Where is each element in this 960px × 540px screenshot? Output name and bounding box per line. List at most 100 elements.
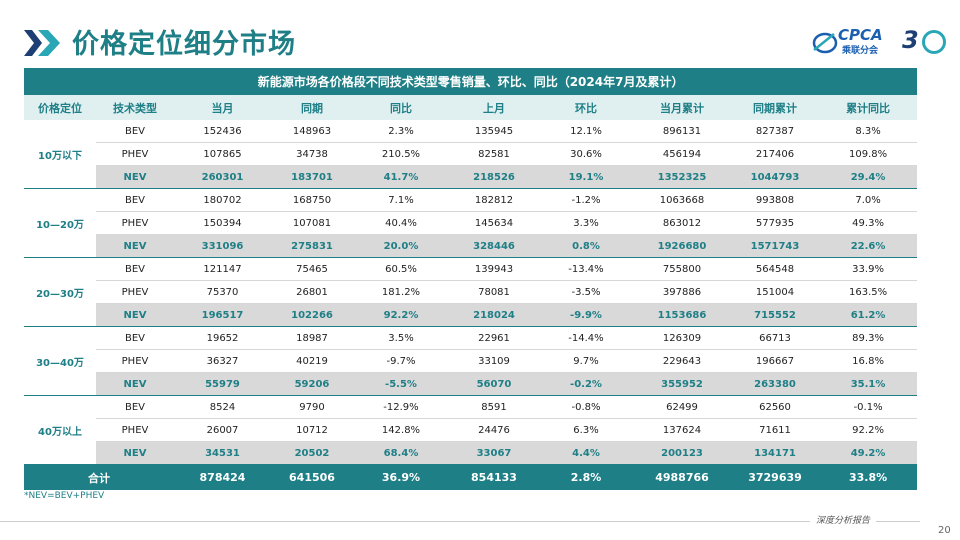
value-cell: -0.2%	[539, 372, 633, 396]
value-cell: 151004	[731, 280, 819, 304]
tech-type-cell: BEV	[96, 326, 174, 350]
value-cell: 92.2%	[819, 418, 918, 442]
value-cell: -9.7%	[353, 349, 449, 373]
value-cell: 715552	[731, 303, 819, 327]
value-cell: 56070	[449, 372, 539, 396]
value-cell: 89.3%	[819, 326, 918, 350]
table-row: NEV 260301 183701 41.7% 218526 19.1% 1352325 10…	[24, 165, 918, 189]
table-row: NEV 55979 59206 -5.5% 56070 -0.2% 355952 263380…	[24, 372, 918, 396]
value-cell: 993808	[731, 188, 819, 212]
tech-type-cell: PHEV	[96, 211, 174, 235]
value-cell: 200123	[633, 441, 731, 465]
total-value-cell: 641506	[271, 464, 353, 490]
value-cell: 75465	[271, 257, 353, 281]
value-cell: 68.4%	[353, 441, 449, 465]
value-cell: 109.8%	[819, 142, 918, 166]
value-cell: 1571743	[731, 234, 819, 258]
price-segment-label: 30—40万	[24, 326, 96, 396]
value-cell: 196517	[174, 303, 271, 327]
tech-type-cell: NEV	[96, 234, 174, 258]
value-cell: 397886	[633, 280, 731, 304]
value-cell: 8591	[449, 395, 539, 419]
value-cell: 863012	[633, 211, 731, 235]
value-cell: 126309	[633, 326, 731, 350]
value-cell: 150394	[174, 211, 271, 235]
footnote: *NEV=BEV+PHEV	[24, 491, 105, 501]
total-value-cell: 854133	[449, 464, 539, 490]
value-cell: 3.3%	[539, 211, 633, 235]
logo-sub: 乘联分会	[842, 46, 879, 56]
value-cell: 275831	[271, 234, 353, 258]
value-cell: -5.5%	[353, 372, 449, 396]
tech-type-cell: BEV	[96, 188, 174, 212]
value-cell: 139943	[449, 257, 539, 281]
value-cell: 107081	[271, 211, 353, 235]
swoosh-icon	[812, 32, 838, 54]
total-value-cell: 36.9%	[353, 464, 449, 490]
value-cell: 59206	[271, 372, 353, 396]
anniversary-badge: 3	[902, 26, 946, 58]
value-cell: 137624	[633, 418, 731, 442]
value-cell: 19.1%	[539, 165, 633, 189]
table-row: PHEV 150394 107081 40.4% 145634 3.3% 863012 577…	[24, 211, 918, 235]
table-row: 10—20万 BEV 180702 168750 7.1% 182812 -1.2% 1063…	[24, 188, 918, 258]
value-cell: 33.9%	[819, 257, 918, 281]
value-cell: 2.3%	[353, 120, 449, 143]
value-cell: 577935	[731, 211, 819, 235]
value-cell: 142.8%	[353, 418, 449, 442]
value-cell: 6.3%	[539, 418, 633, 442]
value-cell: 218526	[449, 165, 539, 189]
value-cell: 49.2%	[819, 441, 918, 465]
value-cell: 61.2%	[819, 303, 918, 327]
anniversary-number: 3	[902, 26, 919, 54]
value-cell: 20502	[271, 441, 353, 465]
value-cell: 66713	[731, 326, 819, 350]
table-row: NEV 196517 102266 92.2% 218024 -9.9% 1153686 71…	[24, 303, 918, 327]
value-cell: 148963	[271, 120, 353, 143]
value-cell: 12.1%	[539, 120, 633, 143]
value-cell: 827387	[731, 120, 819, 143]
price-segment-label: 20—30万	[24, 257, 96, 327]
value-cell: 18987	[271, 326, 353, 350]
value-cell: 145634	[449, 211, 539, 235]
table-row: NEV 34531 20502 68.4% 33067 4.4% 200123 134171 4…	[24, 441, 918, 465]
tech-type-cell: PHEV	[96, 349, 174, 373]
table-row: PHEV 75370 26801 181.2% 78081 -3.5% 397886 1510…	[24, 280, 918, 304]
tech-type-cell: NEV	[96, 303, 174, 327]
value-cell: 217406	[731, 142, 819, 166]
page-number: 20	[938, 525, 951, 536]
value-cell: 7.0%	[819, 188, 918, 212]
value-cell: 9.7%	[539, 349, 633, 373]
value-cell: 196667	[731, 349, 819, 373]
value-cell: 36327	[174, 349, 271, 373]
value-cell: 181.2%	[353, 280, 449, 304]
value-cell: 92.2%	[353, 303, 449, 327]
tech-type-cell: BEV	[96, 395, 174, 419]
table-row: 30—40万 BEV 19652 18987 3.5% 22961 -14.4% 126309…	[24, 326, 918, 396]
value-cell: 62560	[731, 395, 819, 419]
table-row: PHEV 36327 40219 -9.7% 33109 9.7% 229643 196667…	[24, 349, 918, 373]
tech-type-cell: PHEV	[96, 142, 174, 166]
value-cell: 41.7%	[353, 165, 449, 189]
value-cell: 22.6%	[819, 234, 918, 258]
value-cell: 34738	[271, 142, 353, 166]
value-cell: 1352325	[633, 165, 731, 189]
value-cell: 263380	[731, 372, 819, 396]
value-cell: 1044793	[731, 165, 819, 189]
column-header: 当月	[174, 95, 271, 120]
value-cell: 35.1%	[819, 372, 918, 396]
value-cell: 168750	[271, 188, 353, 212]
tech-type-cell: NEV	[96, 372, 174, 396]
total-row: 合计 878424 641506 36.9% 854133 2.8% 4988766 3729…	[24, 464, 918, 490]
column-header: 同期累计	[731, 95, 819, 120]
value-cell: 29.4%	[819, 165, 918, 189]
double-chevron-icon	[24, 30, 60, 56]
column-header: 累计同比	[819, 95, 918, 120]
value-cell: 1153686	[633, 303, 731, 327]
value-cell: 55979	[174, 372, 271, 396]
value-cell: 33109	[449, 349, 539, 373]
tech-type-cell: NEV	[96, 441, 174, 465]
value-cell: 456194	[633, 142, 731, 166]
table-row: PHEV 107865 34738 210.5% 82581 30.6% 456194 217…	[24, 142, 918, 166]
value-cell: 71611	[731, 418, 819, 442]
